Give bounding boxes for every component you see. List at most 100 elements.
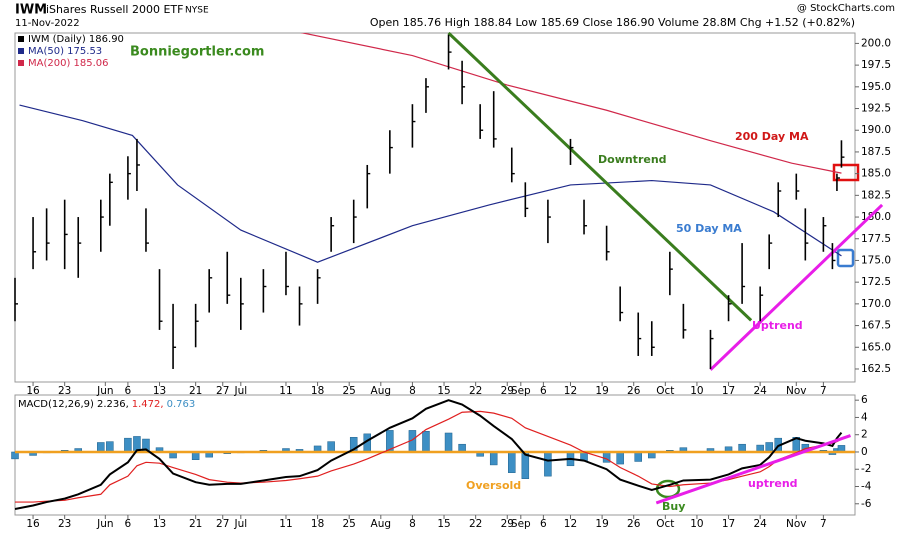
moving-average [19,104,842,263]
x-tick-label: 24 [753,385,767,397]
exchange: NYSE [185,6,209,16]
x-tick-label: 8 [409,385,416,397]
moving-average [300,33,842,174]
histogram-bar [765,442,773,453]
y-tick-label: 170.0 [861,298,891,310]
histogram-bar [634,451,642,462]
x-tick-label: 16 [26,518,40,530]
x-tick-label: 29 [501,385,514,397]
y-tick-label: -6 [861,498,872,510]
x-tick-label: 24 [753,518,767,530]
annotation: uptrend [748,477,798,490]
histogram-bar [616,451,624,465]
macd-legend-part: 0.763 [167,399,196,410]
y-tick-label: 197.5 [861,59,891,71]
x-tick-label: Sep [511,518,531,530]
macd-legend-part: MACD(12,26,9) [18,399,94,410]
x-tick-label: 8 [409,518,416,530]
x-tick-label: 19 [595,518,608,530]
x-tick-label: 13 [153,385,166,397]
x-tick-label: 26 [627,518,641,530]
y-tick-label: 0 [861,446,868,458]
x-tick-label: 25 [343,385,356,397]
y-tick-label: 172.5 [861,276,891,288]
y-tick-label: 190.0 [861,124,891,136]
x-tick-label: 11 [279,518,292,530]
x-tick-label: 10 [690,385,703,397]
y-tick-label: 192.5 [861,103,891,115]
x-tick-label: 23 [58,385,71,397]
annotation: Uptrend [752,319,803,332]
y-tick-label: 180.0 [861,211,891,223]
highlight-box [836,248,855,268]
y-tick-label: 165.0 [861,341,891,353]
x-tick-label: Sep [511,385,531,397]
macd-legend-part: 1.472, [132,399,164,410]
x-tick-label: 19 [595,385,608,397]
x-tick-label: 6 [540,385,547,397]
trendline [709,203,884,371]
y-tick-label: 200.0 [861,37,891,49]
x-tick-label: 7 [820,518,827,530]
y-tick-label: 182.5 [861,189,891,201]
x-tick-label: 22 [469,518,482,530]
annotation: Buy [662,500,685,513]
y-tick-label: 162.5 [861,363,891,375]
x-tick-label: 22 [469,385,482,397]
x-tick-label: 15 [437,385,450,397]
histogram-bar [444,432,453,453]
security-name: iShares Russell 2000 ETF [46,3,183,16]
histogram-bar [106,441,114,453]
x-tick-label: 7 [820,385,827,397]
macd-legend-part: 2.236, [97,399,129,410]
x-tick-label: Jul [233,518,247,530]
highlight-box [832,163,860,182]
x-tick-label: 25 [343,518,356,530]
legend-swatch [18,60,24,66]
annotation: Bonniegortler.com [130,45,264,60]
x-tick-label: 17 [722,385,735,397]
x-tick-label: 6 [540,518,547,530]
x-tick-label: 10 [690,518,703,530]
histogram-bar [544,451,552,477]
x-tick-label: 27 [216,385,229,397]
y-tick-label: 175.0 [861,254,891,266]
histogram-bar [422,431,430,453]
x-tick-label: Oct [656,518,674,530]
x-tick-label: Jun [96,518,113,530]
x-tick-label: 21 [189,518,202,530]
y-tick-label: 6 [861,394,868,406]
x-tick-label: 21 [189,385,202,397]
x-tick-label: 29 [501,518,514,530]
annotation: 200 Day MA [735,130,809,143]
x-tick-label: 27 [216,518,229,530]
x-tick-label: 12 [564,385,577,397]
y-tick-label: 2 [861,429,868,441]
annotation: 50 Day MA [676,222,742,235]
x-tick-label: Nov [786,518,807,530]
x-tick-label: 18 [311,385,324,397]
histogram-bar [124,437,132,453]
x-tick-label: 23 [58,518,71,530]
x-tick-label: Aug [371,385,392,397]
macd-line [15,410,842,503]
legend-swatch [18,36,24,42]
source: @ StockCharts.com [797,3,895,14]
x-tick-label: 6 [125,518,132,530]
x-tick-label: 26 [627,385,641,397]
x-tick-label: Jun [96,385,113,397]
price-frame [14,32,856,383]
histogram-bar [97,442,105,453]
trendline [447,31,753,322]
legend-label: MA(50) 175.53 [28,46,102,57]
trendline [655,434,851,505]
y-tick-label: 167.5 [861,320,891,332]
macd-legend: MACD(12,26,9) 2.236, 1.472, 0.763 [18,399,195,410]
x-tick-label: 12 [564,518,577,530]
date: 11-Nov-2022 [15,18,80,29]
y-tick-label: 195.0 [861,81,891,93]
y-tick-label: 4 [861,411,868,423]
x-tick-label: 16 [26,385,40,397]
x-tick-label: Jul [233,385,247,397]
